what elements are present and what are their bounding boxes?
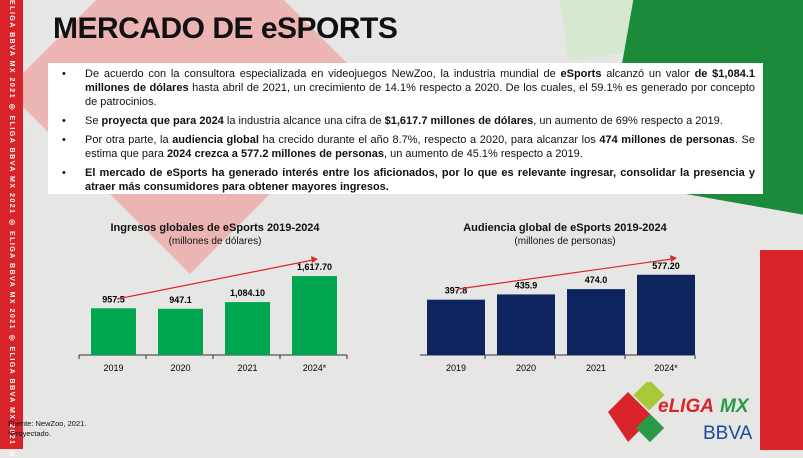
bullet-text: audiencia global <box>172 134 259 146</box>
eligamx-bbva-logo: eLIGA MX BBVA <box>608 379 768 449</box>
summary-textbox: De acuerdo con la consultora especializa… <box>48 63 763 194</box>
audience-chart-svg: 397.8 2019 435.9 2020 474.0 2021 577.20 2024* <box>420 255 696 373</box>
bullet-item: De acuerdo con la consultora especializa… <box>58 67 755 109</box>
category-label: 2020 <box>516 363 536 373</box>
category-label: 2024* <box>303 363 327 373</box>
trend-arrowhead <box>311 256 318 263</box>
bar-2020 <box>158 308 203 355</box>
audience-chart: Audiencia global de eSports 2019-2024 (m… <box>420 222 710 382</box>
data-label: 957.5 <box>102 294 125 304</box>
projection-note: *Proyectado. <box>8 429 51 438</box>
bullet-text: , un aumento de 45.1% respecto a 2019. <box>384 148 583 160</box>
page-title: MERCADO DE eSPORTS <box>53 12 398 45</box>
bar-2021 <box>225 302 270 355</box>
bullet-text: ha crecido durante el año 8.7%, respecto… <box>258 134 600 146</box>
category-label: 2019 <box>446 363 466 373</box>
side-strip: ELIGA BBVA MX 2021 ◎ ELIGA BBVA MX 2021 … <box>0 0 23 458</box>
bullet-text: De acuerdo con la consultora especializa… <box>85 68 561 80</box>
bullet-text: , un aumento de 69% respecto a 2019. <box>533 115 723 127</box>
data-label: 474.0 <box>585 275 608 285</box>
category-label: 2024* <box>654 363 678 373</box>
bar-2019 <box>91 308 136 355</box>
svg-text:eLIGA: eLIGA <box>658 396 714 417</box>
data-label: 1,617.70 <box>297 262 332 272</box>
bar-2021 <box>567 289 625 355</box>
bullet-text: de $1,084.1 millones de dólares <box>85 68 755 94</box>
revenue-chart-svg: 957.5 2019 947.1 2020 1,084.10 2021 1,617.70 20… <box>78 256 348 373</box>
bullet-text: la industria alcance una cifra de <box>223 115 385 127</box>
bullet-text: El mercado de eSports ha generado interé… <box>85 167 755 193</box>
bullet-text: alcanzó un valor <box>601 68 695 80</box>
bullet-text: proyecta que para 2024 <box>101 115 224 127</box>
data-label: 1,084.10 <box>230 288 265 298</box>
category-label: 2021 <box>237 363 257 373</box>
bullet-text: $1,617.7 millones de dólares <box>384 115 534 127</box>
svg-text:MX: MX <box>720 396 750 417</box>
bar-2020 <box>497 294 555 355</box>
bar-2024* <box>637 274 695 355</box>
footnote: Fuente: NewZoo, 2021. *Proyectado. <box>8 419 86 439</box>
category-label: 2021 <box>586 363 606 373</box>
chart-subtitle: (millones de dólares) <box>168 236 262 247</box>
revenue-chart: Ingresos globales de eSports 2019-2024 (… <box>75 222 355 382</box>
bullet-item: Se proyecta que para 2024 la industria a… <box>58 114 755 128</box>
data-label: 947.1 <box>169 295 192 305</box>
bar-2019 <box>427 299 485 355</box>
bullet-item: El mercado de eSports ha generado interé… <box>58 166 755 194</box>
chart-title: Ingresos globales de eSports 2019-2024 <box>110 222 320 234</box>
data-label: 435.9 <box>515 280 538 290</box>
bullet-text: . Se estima que para <box>85 134 755 160</box>
side-strip-text: ELIGA BBVA MX 2021 ◎ ELIGA BBVA MX 2021 … <box>8 0 15 458</box>
data-label: 397.8 <box>445 286 468 296</box>
decorative-red-strip-right <box>760 250 803 450</box>
data-label: 577.20 <box>652 261 680 271</box>
bullet-list: De acuerdo con la consultora especializa… <box>58 67 755 194</box>
chart-title: Audiencia global de eSports 2019-2024 <box>463 222 667 234</box>
bullet-text: 474 millones de personas <box>599 134 735 146</box>
svg-text:BBVA: BBVA <box>703 423 753 444</box>
trend-arrow <box>116 259 314 300</box>
trend-arrowhead <box>670 255 677 262</box>
category-label: 2019 <box>103 363 123 373</box>
bullet-text: 2024 crezca a 577.2 millones de personas <box>166 148 385 160</box>
bar-2024* <box>292 276 337 355</box>
bullet-text: eSports <box>560 68 602 80</box>
category-label: 2020 <box>170 363 190 373</box>
bullet-text: Por otra parte, la <box>85 134 173 146</box>
bullet-item: Por otra parte, la audiencia global ha c… <box>58 133 755 161</box>
chart-subtitle: (millones de personas) <box>514 236 616 247</box>
bullet-text: hasta abril de 2021, un crecimiento de 1… <box>85 82 755 108</box>
bullet-text: Se <box>85 115 102 127</box>
source-note: Fuente: NewZoo, 2021. <box>8 419 87 428</box>
trend-arrow <box>457 258 673 290</box>
